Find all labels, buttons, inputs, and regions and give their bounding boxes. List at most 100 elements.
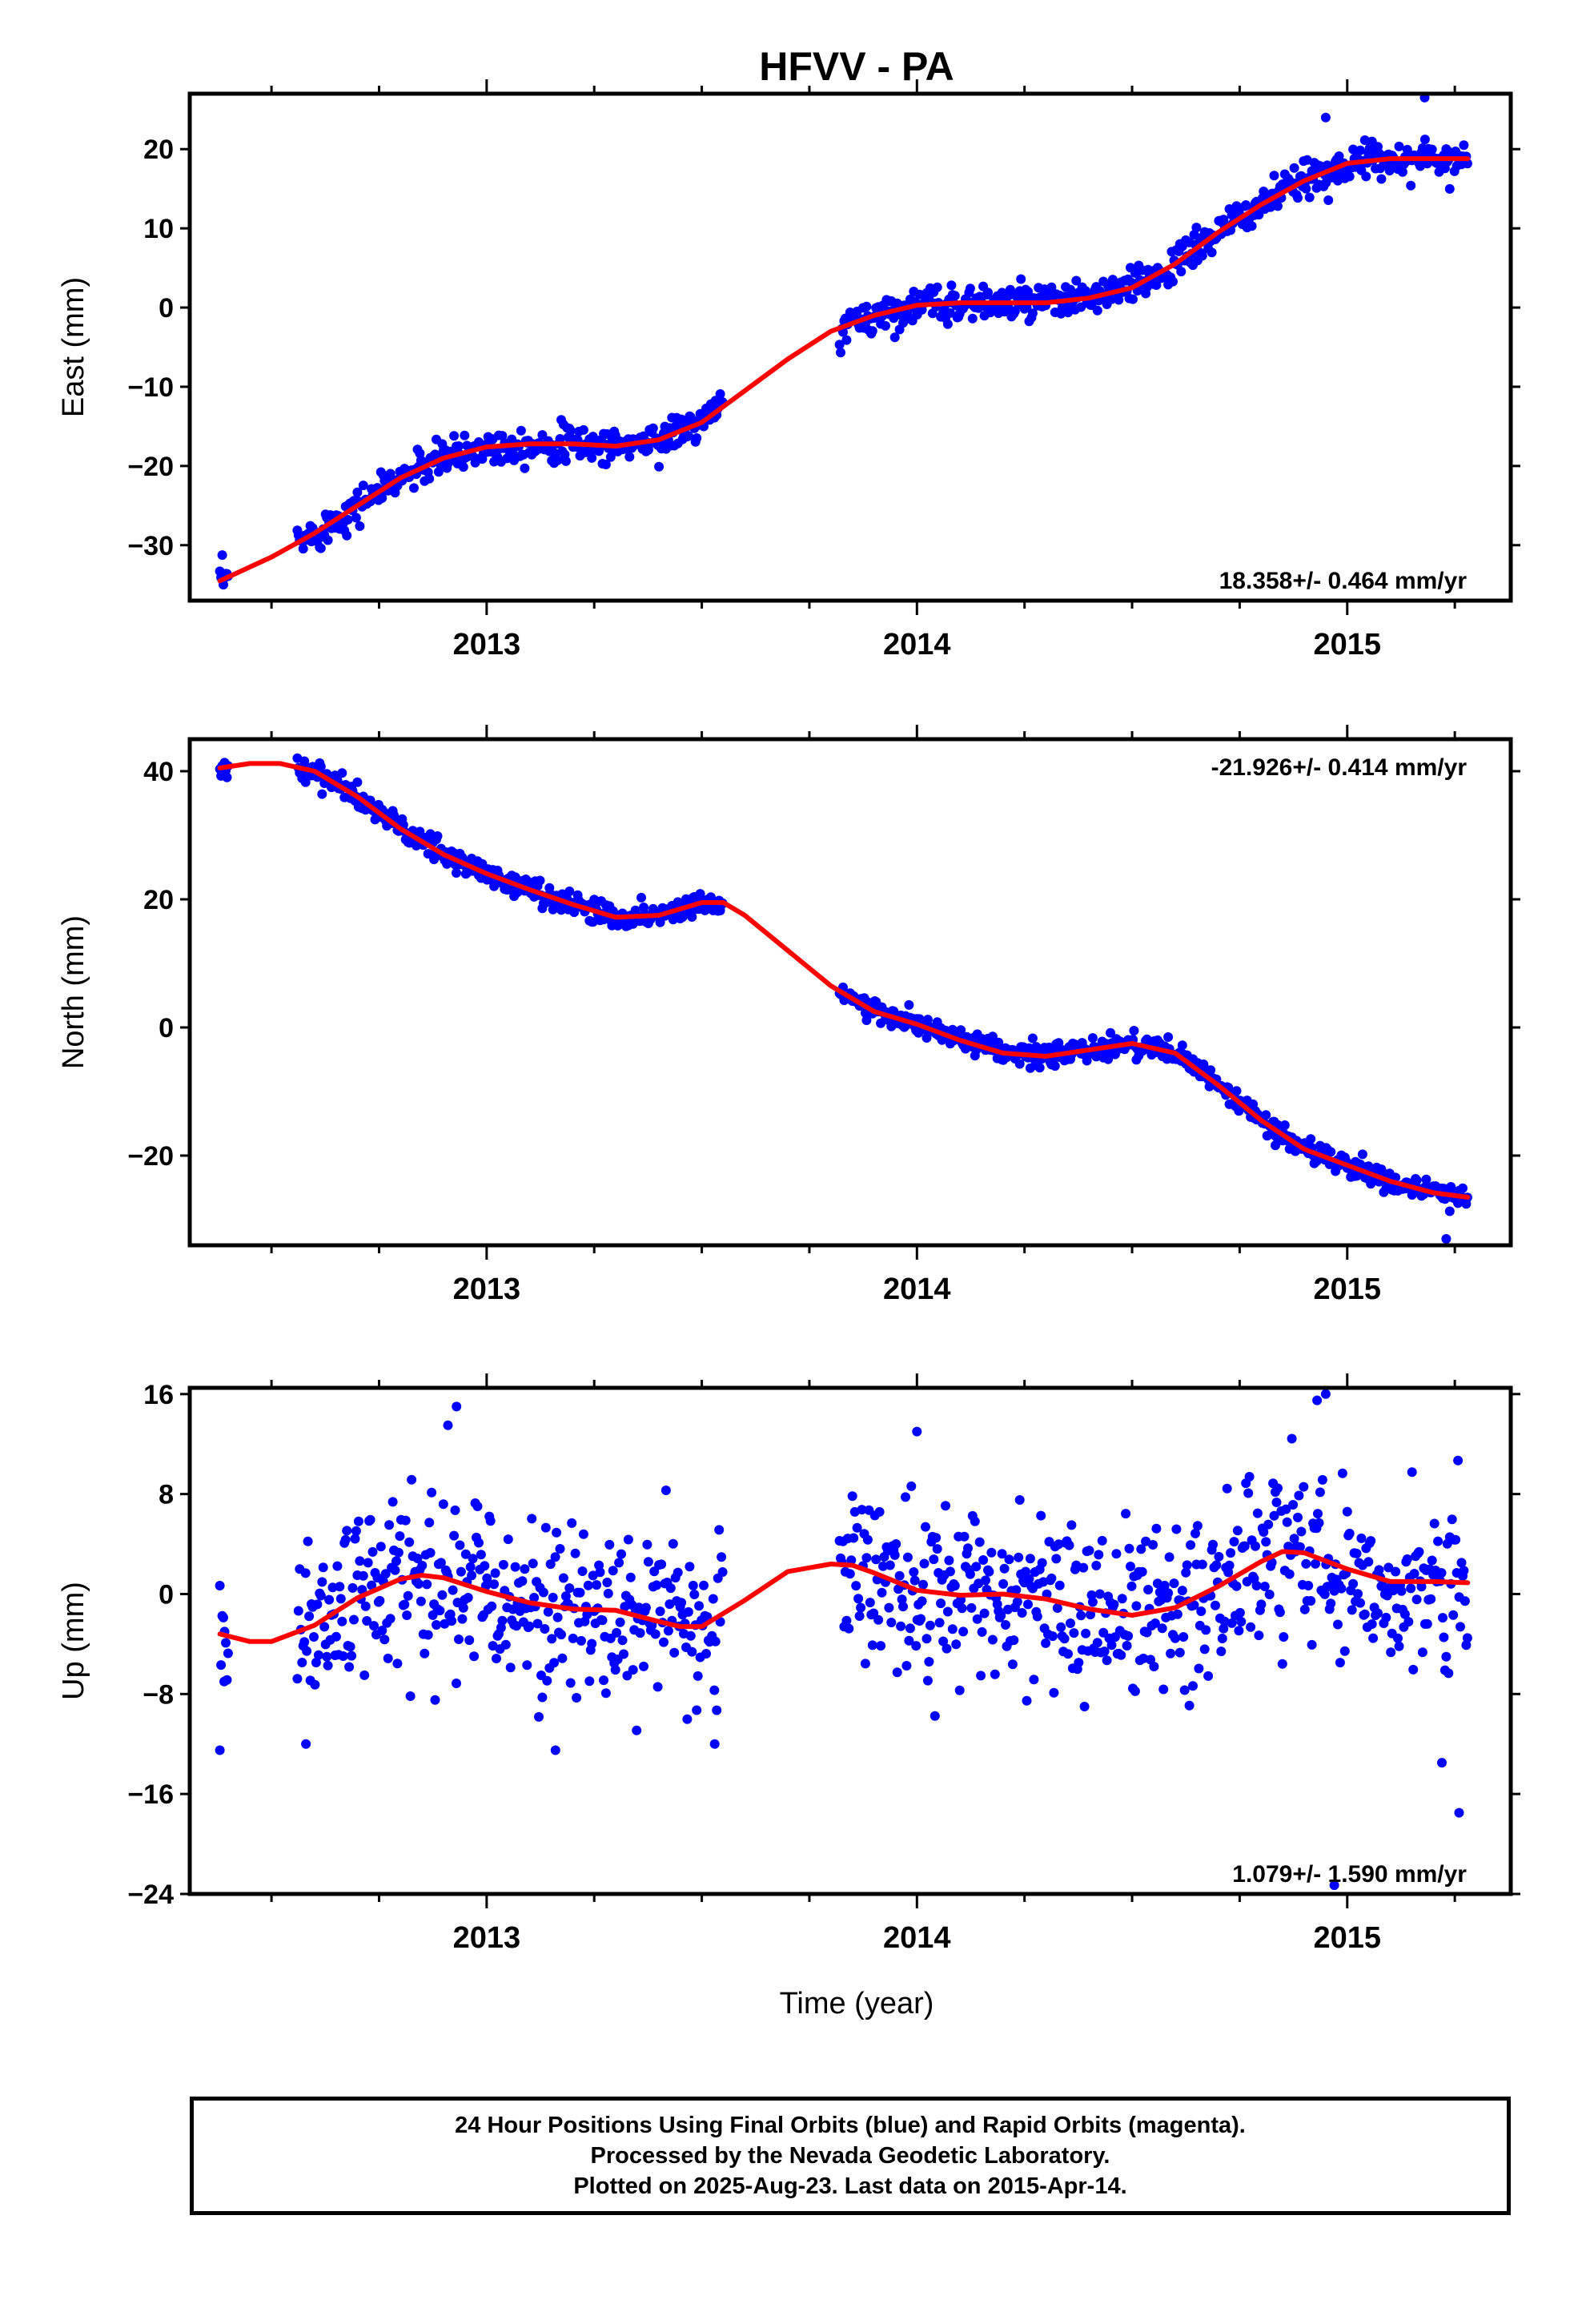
data-point — [966, 1602, 977, 1613]
data-point — [845, 1569, 855, 1579]
data-point — [652, 1682, 663, 1692]
data-points-up — [215, 1389, 1472, 1891]
data-point — [682, 1714, 693, 1724]
data-point — [1206, 1065, 1216, 1076]
data-point — [1252, 1508, 1263, 1518]
data-point — [595, 1567, 605, 1578]
data-point — [487, 1601, 497, 1611]
data-point — [435, 1606, 445, 1616]
data-point — [668, 1538, 678, 1549]
data-point — [954, 1685, 965, 1695]
data-point — [480, 1561, 490, 1571]
data-point — [1314, 1518, 1324, 1528]
data-point — [1063, 1649, 1073, 1659]
data-point — [1254, 1630, 1264, 1641]
data-point — [847, 1491, 857, 1502]
data-point — [1219, 1623, 1229, 1634]
data-point — [1097, 1535, 1107, 1546]
data-point — [1131, 1601, 1142, 1611]
data-point — [424, 473, 435, 484]
data-point — [673, 1567, 683, 1578]
x-tick-label: 2015 — [1313, 628, 1381, 661]
data-point — [335, 1582, 345, 1592]
data-point — [358, 480, 368, 491]
data-point — [659, 1637, 669, 1647]
data-point — [407, 1474, 417, 1485]
data-point — [1441, 1234, 1452, 1244]
data-point — [990, 1669, 1000, 1679]
data-point — [1394, 141, 1404, 151]
data-point — [219, 1612, 228, 1622]
data-point — [610, 1665, 620, 1675]
data-point — [944, 1555, 954, 1566]
data-point — [1087, 1597, 1098, 1607]
data-point — [1236, 1617, 1247, 1626]
data-point — [387, 1497, 398, 1507]
data-point — [1289, 1534, 1299, 1544]
data-point — [1154, 1587, 1165, 1598]
data-point — [1136, 1544, 1146, 1554]
data-point — [1261, 1537, 1271, 1547]
data-point — [1149, 1662, 1159, 1671]
data-point — [693, 1671, 703, 1681]
data-point — [924, 1657, 934, 1667]
data-point — [929, 1554, 939, 1565]
data-point — [1451, 1534, 1461, 1545]
chart-panels: −30 −20 −10 0 10 20 2013 2014 2015 East (mm) 18.35… — [57, 79, 1520, 1955]
data-point — [317, 1577, 327, 1587]
data-point — [455, 1540, 465, 1550]
data-point — [352, 777, 363, 787]
data-point — [1344, 171, 1355, 182]
data-point — [216, 1660, 227, 1671]
data-point — [942, 1606, 953, 1617]
data-point — [1106, 1027, 1115, 1038]
data-point — [323, 535, 333, 545]
data-point — [950, 1581, 960, 1591]
data-point — [987, 1634, 998, 1645]
data-point — [1092, 1638, 1102, 1648]
data-point — [340, 1534, 351, 1545]
data-point — [604, 1539, 615, 1550]
data-point — [452, 868, 461, 878]
data-point — [1137, 1566, 1147, 1577]
data-point — [1074, 1658, 1084, 1668]
data-point — [862, 1534, 873, 1545]
data-point — [375, 1595, 385, 1606]
data-point — [1222, 1483, 1232, 1494]
data-point — [1386, 1647, 1396, 1658]
data-point — [1122, 1641, 1132, 1651]
data-point — [474, 1538, 484, 1548]
data-point — [851, 1581, 861, 1591]
data-point — [996, 1610, 1006, 1621]
data-point — [1376, 174, 1387, 184]
data-point — [1422, 1618, 1432, 1629]
data-point — [520, 1564, 530, 1574]
data-point — [379, 1634, 390, 1645]
data-point — [351, 1526, 361, 1536]
data-point — [587, 1638, 597, 1649]
data-point — [362, 1616, 372, 1626]
data-point — [1368, 1633, 1379, 1643]
data-point — [355, 521, 365, 531]
data-point — [921, 1522, 930, 1532]
data-point — [1014, 1059, 1025, 1069]
data-point — [677, 1598, 687, 1608]
data-point — [528, 1558, 538, 1569]
y-axis-label-east: East (mm) — [57, 277, 90, 417]
data-point — [1216, 1647, 1227, 1657]
data-point — [1271, 1498, 1282, 1507]
data-point — [436, 1558, 446, 1568]
data-point — [717, 1567, 728, 1577]
data-point — [1295, 1542, 1305, 1552]
data-point — [575, 1587, 585, 1598]
data-point — [1188, 1681, 1198, 1691]
data-point — [1366, 1536, 1376, 1546]
data-point — [881, 320, 890, 331]
data-point — [1353, 1589, 1363, 1599]
data-point — [1177, 1040, 1187, 1051]
data-point — [967, 313, 978, 324]
data-point — [380, 1569, 391, 1579]
data-point — [1029, 1675, 1039, 1685]
data-point — [377, 493, 387, 503]
data-point — [432, 1620, 441, 1630]
